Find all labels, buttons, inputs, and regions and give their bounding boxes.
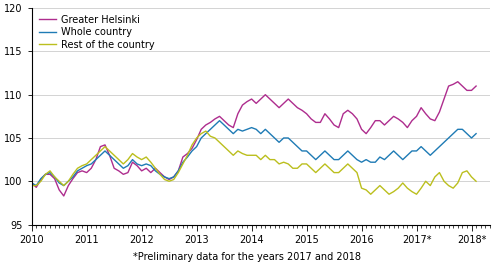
Greater Helsinki (244, 100, 250, 103)
Whole country (317, 154, 323, 157)
Line: Greater Helsinki: Greater Helsinki (32, 82, 476, 196)
Rest of the country (473, 180, 479, 183)
Rest of the country (281, 161, 287, 164)
Whole country (29, 181, 35, 184)
Greater Helsinki (313, 121, 319, 124)
Rest of the country (368, 193, 373, 196)
Whole country (216, 119, 222, 122)
Greater Helsinki (372, 119, 378, 122)
Greater Helsinki (473, 85, 479, 88)
Greater Helsinki (56, 188, 62, 192)
Whole country (70, 175, 76, 179)
Line: Rest of the country: Rest of the country (32, 131, 476, 194)
Rest of the country (244, 154, 250, 157)
Greater Helsinki (70, 177, 76, 180)
Legend: Greater Helsinki, Whole country, Rest of the country: Greater Helsinki, Whole country, Rest of… (37, 13, 157, 52)
Whole country (33, 184, 39, 187)
Greater Helsinki (61, 194, 67, 197)
Whole country (61, 184, 67, 187)
Rest of the country (29, 184, 35, 187)
Line: Whole country: Whole country (32, 121, 476, 186)
Greater Helsinki (455, 80, 461, 83)
Rest of the country (56, 180, 62, 183)
Whole country (377, 156, 383, 159)
Whole country (473, 132, 479, 135)
Whole country (248, 126, 254, 129)
Rest of the country (313, 171, 319, 174)
Rest of the country (203, 130, 209, 133)
Rest of the country (377, 184, 383, 187)
Rest of the country (65, 180, 71, 183)
Text: *Preliminary data for the years 2017 and 2018: *Preliminary data for the years 2017 and… (133, 252, 361, 262)
Greater Helsinki (29, 181, 35, 184)
Greater Helsinki (281, 102, 287, 105)
Whole country (286, 136, 291, 140)
